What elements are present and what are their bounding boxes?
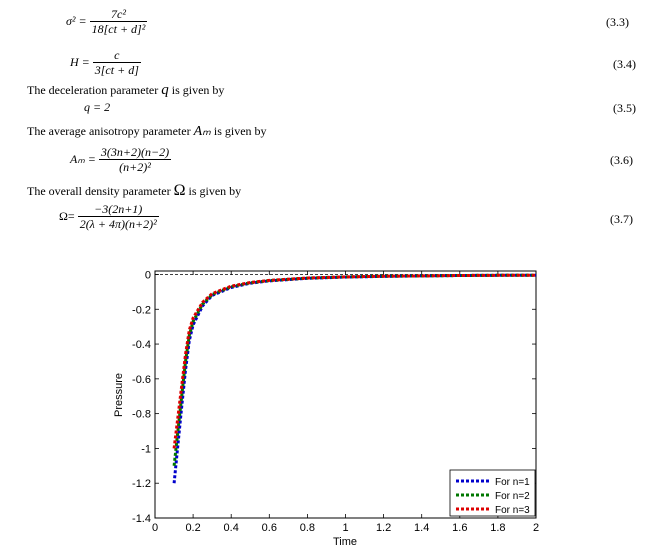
paragraph-symbol: q (161, 82, 169, 98)
y-axis-label: Pressure (113, 373, 125, 417)
legend: For n=1 For n=2 For n=3 (449, 469, 536, 517)
legend-label: For n=1 (495, 477, 530, 488)
eq-denominator: (n+2)² (119, 160, 151, 174)
eq-denominator: 2(λ + 4π)(n+2)² (79, 217, 157, 231)
equation-3-7: Ω= −3(2n+1) 2(λ + 4π)(n+2)² (59, 203, 159, 231)
eq-fraction: c 3[ct + d] (92, 49, 141, 77)
y-tick-label: 0 (145, 269, 151, 281)
x-tick-label: 0.6 (262, 522, 277, 534)
y-tick-label: -0.4 (132, 339, 151, 351)
x-axis-label: Time (333, 536, 357, 548)
x-tick-label: 1.6 (452, 522, 467, 534)
equation-number: (3.7) (610, 212, 633, 226)
eq-numerator: c (92, 49, 141, 63)
equation-number: (3.3) (606, 15, 629, 29)
equation-3-4: H = c 3[ct + d] (70, 49, 141, 77)
y-tick-label: -0.2 (132, 304, 151, 316)
x-tick-label: 2 (533, 522, 539, 534)
x-tick-label: 0.2 (185, 522, 200, 534)
eq-numerator: −3(2n+1) (77, 203, 159, 217)
equation-number: (3.5) (613, 101, 636, 115)
series-layer (172, 273, 537, 484)
eq-denominator: 18[ct + d]² (91, 22, 146, 36)
x-tick-label: 0 (152, 522, 158, 534)
eq-lhs: Aₘ = (70, 151, 96, 166)
paragraph-tail: is given by (213, 124, 267, 138)
x-tick-label: 1.4 (414, 522, 429, 534)
paragraph-tail: is given by (171, 83, 225, 97)
y-tick-label: -1 (141, 443, 151, 455)
y-tick-label: -0.8 (132, 409, 151, 421)
legend-label: For n=3 (495, 505, 530, 516)
paragraph-text: The deceleration parameter (27, 83, 159, 97)
paragraph-symbol: Aₘ (193, 124, 211, 139)
eq-lhs: H = (70, 54, 90, 69)
x-tick-label: 1.8 (490, 522, 505, 534)
x-tick-label: 1.2 (376, 522, 391, 534)
eq-numerator: 3(3n+2)(n−2) (98, 145, 172, 160)
paragraph-text: The overall density parameter (27, 184, 171, 198)
equation-3-3: σ² = 7c² 18[ct + d]² (66, 8, 148, 36)
legend-box (449, 469, 536, 517)
eq-denominator: 3[ct + d] (94, 63, 139, 77)
paragraph-text: The average anisotropy parameter (27, 124, 191, 138)
x-tick-labels: 0 0.2 0.4 0.6 0.8 1 1.2 1.4 1.6 1.8 2 (152, 522, 539, 534)
paragraph-anisotropy: The average anisotropy parameter Aₘ is g… (27, 123, 267, 140)
eq-numerator: 7c² (89, 8, 148, 22)
eq-fraction: 3(3n+2)(n−2) (n+2)² (98, 145, 172, 174)
y-tick-label: -1.4 (132, 513, 151, 525)
x-tick-label: 0.8 (300, 522, 315, 534)
eq-fraction: −3(2n+1) 2(λ + 4π)(n+2)² (77, 203, 159, 231)
eq-lhs: Ω= (59, 208, 75, 223)
equation-number: (3.6) (610, 153, 633, 167)
x-tick-label: 1 (342, 522, 348, 534)
eq-lhs: σ² = (66, 13, 87, 28)
equation-number: (3.4) (613, 57, 636, 71)
paragraph-tail: is given by (188, 184, 242, 198)
y-tick-label: -1.2 (132, 478, 151, 490)
legend-label: For n=2 (495, 491, 530, 502)
paragraph-deceleration: The deceleration parameter q is given by (27, 82, 224, 99)
y-tick-label: -0.6 (132, 374, 151, 386)
y-tick-labels: 0 -0.2 -0.4 -0.6 -0.8 -1 -1.2 -1.4 (132, 269, 151, 525)
eq-fraction: 7c² 18[ct + d]² (89, 8, 148, 36)
equation-3-6: Aₘ = 3(3n+2)(n−2) (n+2)² (70, 145, 172, 174)
x-tick-label: 0.4 (224, 522, 239, 534)
equation-3-5: q = 2 (84, 100, 111, 114)
series-line-n3 (172, 273, 537, 449)
paragraph-density: The overall density parameter Ω is given… (27, 182, 241, 200)
paragraph-symbol: Ω (173, 182, 186, 199)
